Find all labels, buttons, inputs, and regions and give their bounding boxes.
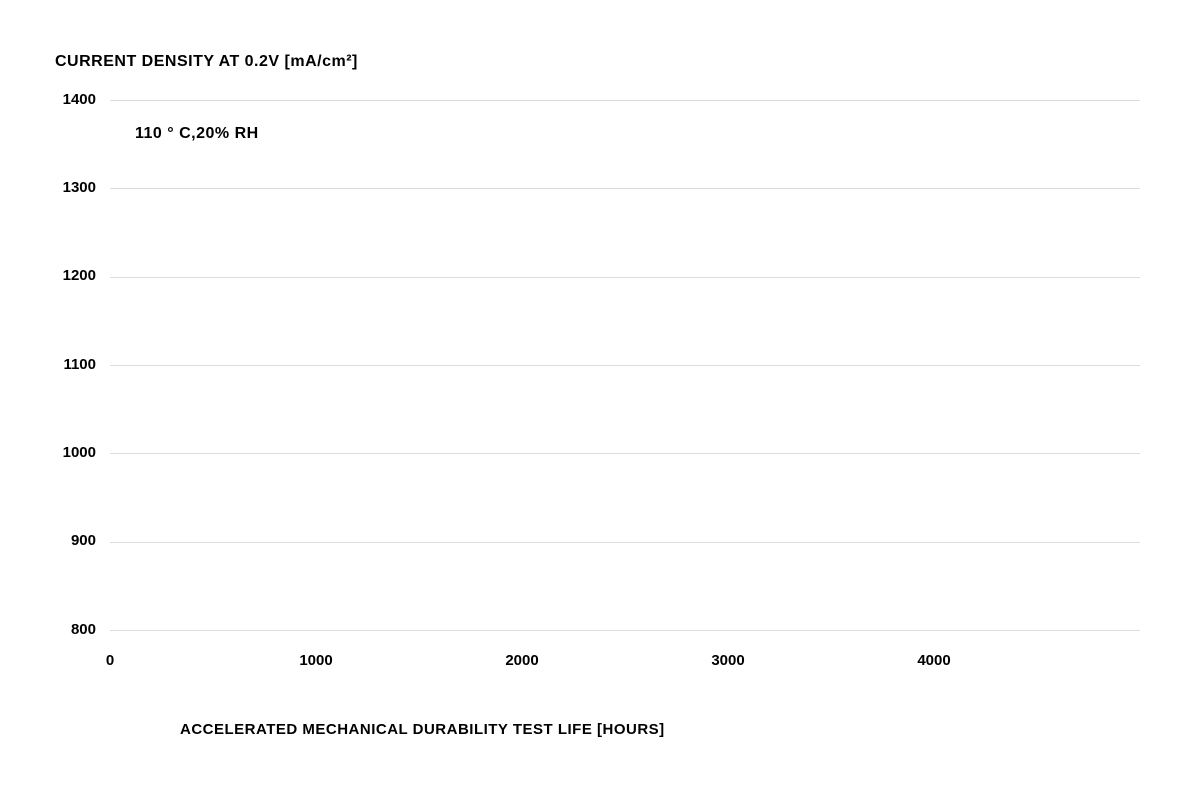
y-gridline	[110, 277, 1140, 278]
x-tick-label: 2000	[482, 652, 562, 669]
y-gridline	[110, 188, 1140, 189]
y-axis-title: CURRENT DENSITY AT 0.2V [mA/cm²]	[55, 53, 358, 71]
x-tick-label: 4000	[894, 652, 974, 669]
x-axis-title: ACCELERATED MECHANICAL DURABILITY TEST L…	[180, 721, 665, 738]
y-tick-label: 800	[36, 621, 96, 638]
y-gridline	[110, 630, 1140, 631]
y-tick-label: 1000	[36, 444, 96, 461]
chart-annotation: 110 ° C,20% RH	[135, 125, 259, 143]
y-tick-label: 1300	[36, 179, 96, 196]
plot-area: 110 ° C,20% RH	[110, 100, 1140, 630]
chart-container: CURRENT DENSITY AT 0.2V [mA/cm²] 110 ° C…	[0, 0, 1200, 800]
y-gridline	[110, 365, 1140, 366]
y-gridline	[110, 453, 1140, 454]
x-tick-label: 3000	[688, 652, 768, 669]
y-tick-label: 1100	[36, 356, 96, 373]
y-tick-label: 1200	[36, 267, 96, 284]
y-gridline	[110, 542, 1140, 543]
x-tick-label: 1000	[276, 652, 356, 669]
y-tick-label: 900	[36, 532, 96, 549]
y-gridline	[110, 100, 1140, 101]
x-tick-label: 0	[70, 652, 150, 669]
y-tick-label: 1400	[36, 91, 96, 108]
